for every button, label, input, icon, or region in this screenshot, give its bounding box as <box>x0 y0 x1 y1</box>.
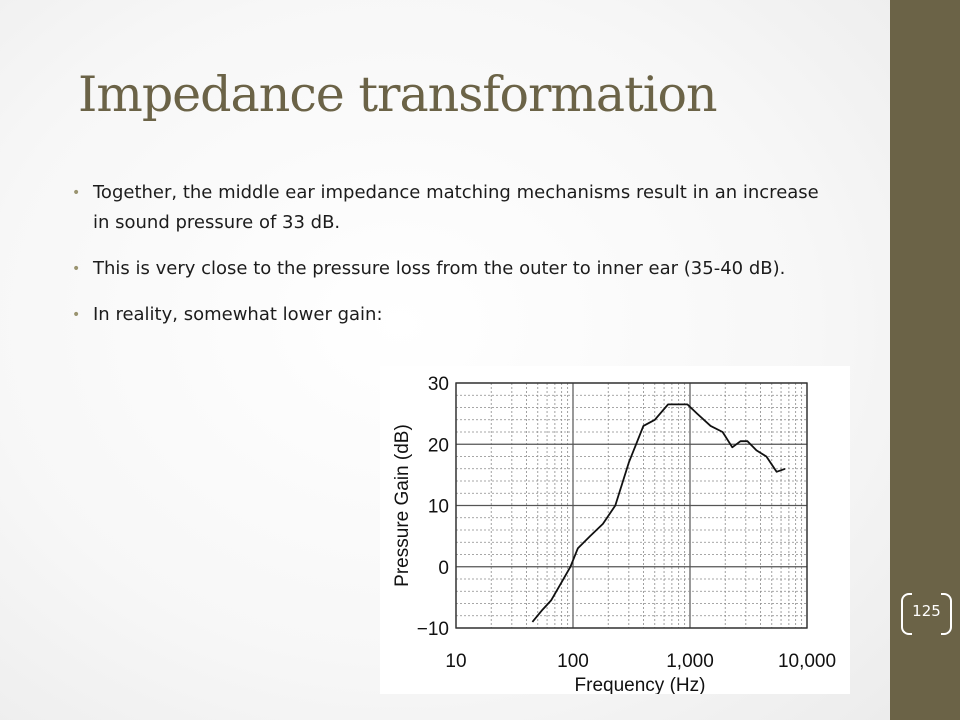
y-tick-label: 0 <box>438 558 449 579</box>
x-tick-label: 1,000 <box>666 651 714 672</box>
plot-frame <box>455 382 808 629</box>
bullet-text: This is very close to the pressure loss … <box>93 258 786 279</box>
slide-title: Impedance transformation <box>78 66 718 123</box>
x-tick-label: 10 <box>445 651 466 672</box>
x-axis-label: Frequency (Hz) <box>575 675 706 694</box>
y-axis-label: Pressure Gain (dB) <box>392 424 413 587</box>
bullet-text: Together, the middle ear impedance match… <box>93 182 819 233</box>
y-tick-label: 10 <box>428 497 449 518</box>
bullet-marker: • <box>72 261 81 277</box>
bullet-text: In reality, somewhat lower gain: <box>93 304 383 325</box>
x-tick-label: 10,000 <box>778 651 836 672</box>
pressure-gain-chart: 10 100 1,000 10,000 −10 0 10 20 30 Frequency (Hz)… <box>380 366 850 694</box>
page-number-badge: 125 <box>899 590 954 636</box>
y-tick-label: −10 <box>417 619 449 640</box>
page-number: 125 <box>912 602 941 620</box>
bullet-item: • In reality, somewhat lower gain: <box>72 300 832 330</box>
bullet-item: • This is very close to the pressure los… <box>72 254 832 284</box>
pressure-gain-line <box>531 403 786 623</box>
y-tick-label: 20 <box>428 435 449 456</box>
bullet-list: • Together, the middle ear impedance mat… <box>72 178 832 346</box>
chart-svg: 10 100 1,000 10,000 −10 0 10 20 30 Frequency (Hz)… <box>392 374 836 694</box>
y-tick-label: 30 <box>428 374 449 395</box>
x-tick-label: 100 <box>557 651 589 672</box>
bullet-marker: • <box>72 185 81 201</box>
bullet-marker: • <box>72 307 81 323</box>
bullet-item: • Together, the middle ear impedance mat… <box>72 178 832 238</box>
